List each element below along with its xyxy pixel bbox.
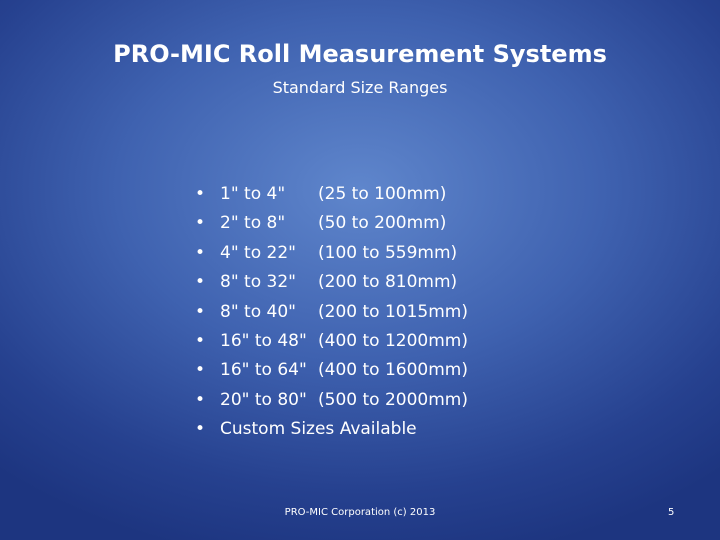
bullet-dot: •: [195, 213, 206, 234]
bullet-dot: •: [195, 330, 206, 351]
bullet-item: • Custom Sizes Available: [195, 415, 468, 444]
item-text: Custom Sizes Available: [220, 419, 417, 440]
size-range: 4" to 22": [220, 242, 296, 263]
metric-range: (400 to 1200mm): [318, 330, 468, 351]
bullet-dot: •: [195, 301, 206, 322]
bullet-list: • 1" to 4" (25 to 100mm) • 2" to 8" (50 to 20…: [195, 180, 468, 445]
footer: PRO-MIC Corporation (c) 2013: [284, 507, 436, 518]
bullet-dot: •: [195, 360, 206, 381]
size-range: 16" to 48": [220, 330, 307, 351]
metric-range: (400 to 1600mm): [318, 360, 468, 381]
bullet-item: • 1" to 4" (25 to 100mm): [195, 180, 468, 209]
bullet-dot: •: [195, 272, 206, 293]
bullet-item: • 8" to 40" (200 to 1015mm): [195, 298, 468, 327]
size-range: 1" to 4": [220, 184, 286, 204]
bullet-dot: •: [195, 184, 206, 204]
metric-range: (500 to 2000mm): [318, 389, 468, 410]
size-range: 2" to 8": [220, 213, 286, 234]
bullet-item: • 8" to 32" (200 to 810mm): [195, 268, 468, 297]
size-range: 8" to 40": [220, 301, 296, 322]
bullet-item: • 2" to 8" (50 to 200mm): [195, 209, 468, 238]
metric-range: (100 to 559mm): [318, 242, 458, 263]
bullet-item: • 20" to 80" (500 to 2000mm): [195, 386, 468, 415]
size-range: 16" to 64": [220, 360, 307, 381]
bullet-dot: •: [195, 419, 206, 440]
slide-subtitle: Standard Size Ranges: [272, 78, 448, 97]
slide-title: PRO-MIC Roll Measurement Systems: [113, 40, 607, 68]
bullet-dot: •: [195, 242, 206, 263]
metric-range: (200 to 810mm): [318, 272, 458, 293]
metric-range: (200 to 1015mm): [318, 301, 468, 322]
metric-range: (25 to 100mm): [318, 184, 447, 204]
bullet-item: • 4" to 22" (100 to 559mm): [195, 239, 468, 268]
metric-range: (50 to 200mm): [318, 213, 447, 234]
size-range: 8" to 32": [220, 272, 296, 293]
bullet-item: • 16" to 48" (400 to 1200mm): [195, 327, 468, 356]
page-number: 5: [668, 507, 675, 518]
size-range: 20" to 80": [220, 389, 307, 410]
bullet-item: • 16" to 64" (400 to 1600mm): [195, 356, 468, 385]
bullet-dot: •: [195, 389, 206, 410]
